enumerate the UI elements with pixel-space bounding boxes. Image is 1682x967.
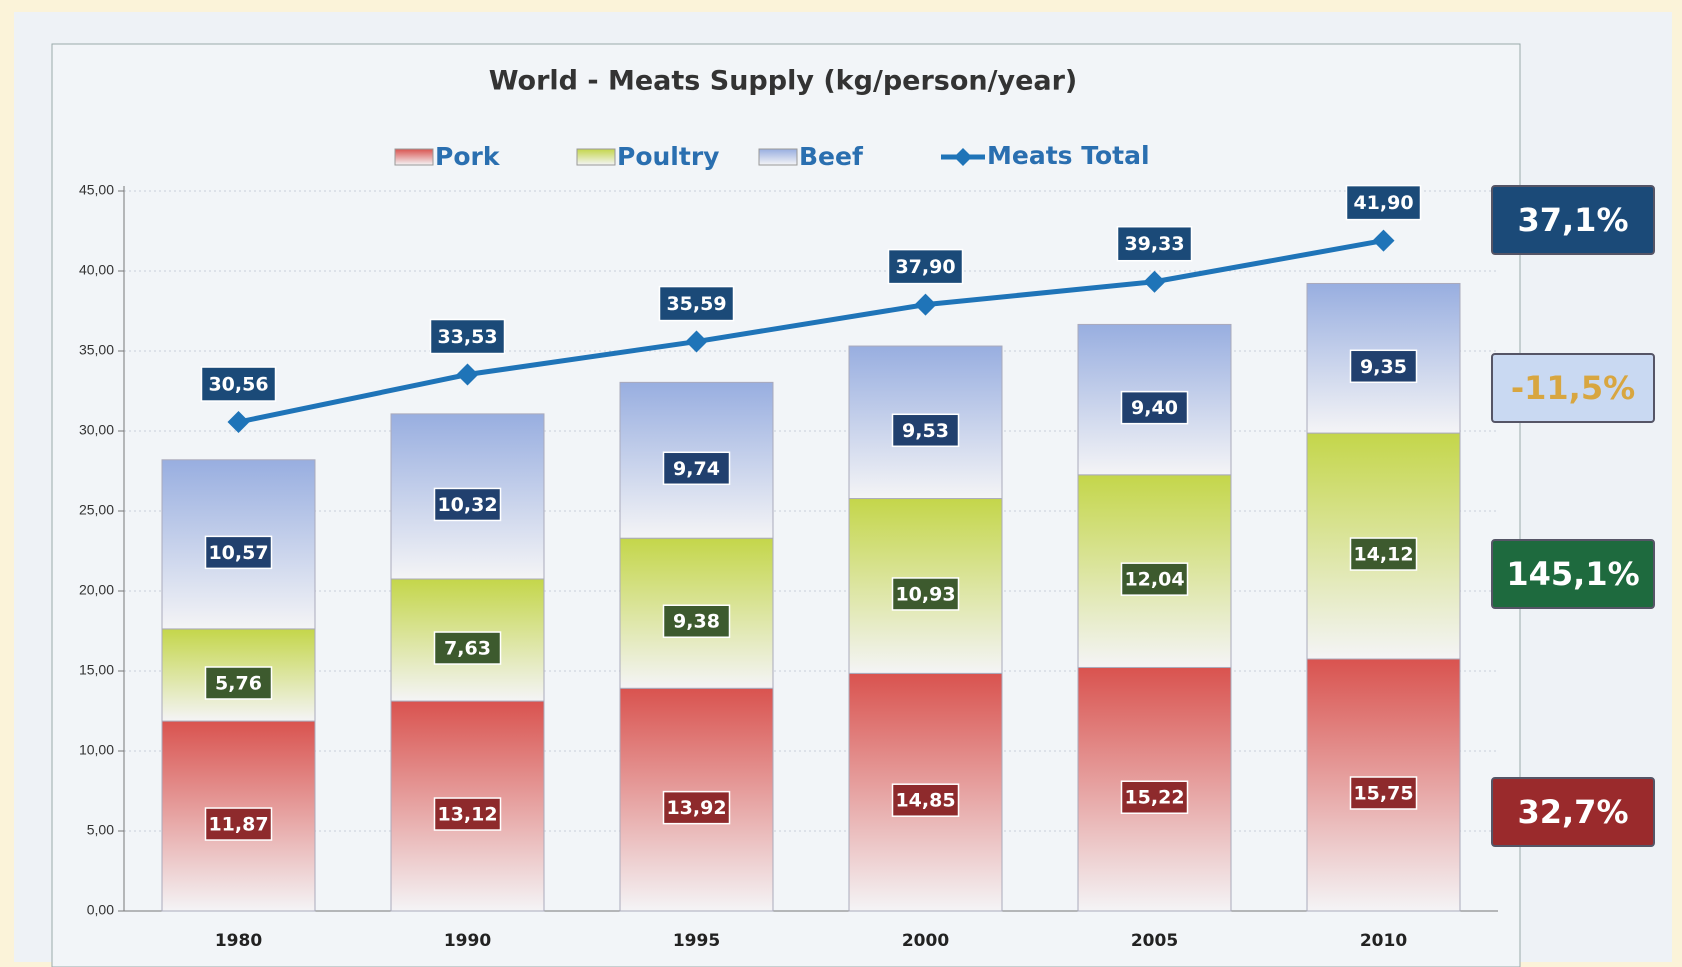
legend-label: Pork xyxy=(435,142,501,171)
data-label: 9,53 xyxy=(902,420,949,442)
data-label: 14,12 xyxy=(1353,544,1413,566)
annotation-box xyxy=(1491,539,1655,609)
data-label-box xyxy=(1349,349,1418,384)
data-label: 7,63 xyxy=(444,638,491,660)
y-tick-label: 35,00 xyxy=(79,342,114,358)
data-label-box xyxy=(1120,780,1189,814)
data-label: 13,92 xyxy=(666,797,726,819)
line-point xyxy=(227,411,250,434)
annotation-box xyxy=(1491,777,1655,847)
data-label-box xyxy=(429,318,506,355)
data-label-box xyxy=(204,535,273,570)
x-tick-label: 2000 xyxy=(902,931,949,951)
data-label: 5,76 xyxy=(215,673,262,695)
data-label: 15,75 xyxy=(1353,783,1413,805)
annotation: 37,1% xyxy=(1517,201,1628,239)
data-label-box xyxy=(1120,562,1189,596)
line-point xyxy=(685,330,708,353)
data-label: 13,12 xyxy=(437,804,497,826)
y-tick-label: 10,00 xyxy=(79,742,114,758)
legend-label: Beef xyxy=(799,142,864,171)
x-tick-label: 2010 xyxy=(1360,931,1407,951)
data-label-box xyxy=(1116,225,1193,262)
y-tick-label: 5,00 xyxy=(87,822,114,838)
data-label: 9,38 xyxy=(673,611,720,633)
data-label-box xyxy=(200,366,277,402)
legend-label: Meats Total xyxy=(987,141,1150,170)
y-tick-label: 15,00 xyxy=(79,662,114,678)
data-label: 15,22 xyxy=(1124,787,1184,809)
data-label: 11,87 xyxy=(208,814,268,836)
y-tick-label: 40,00 xyxy=(79,262,114,278)
x-tick-label: 1980 xyxy=(215,931,262,951)
data-label: 10,57 xyxy=(208,542,268,564)
data-label-box xyxy=(891,577,960,611)
data-label: 12,04 xyxy=(1124,569,1184,591)
y-tick-label: 0,00 xyxy=(87,902,114,918)
legend-swatch xyxy=(758,148,798,166)
x-tick-label: 1995 xyxy=(673,931,720,951)
legend-swatch xyxy=(954,148,972,166)
data-label-box xyxy=(1349,537,1418,571)
data-label-box xyxy=(204,807,273,841)
y-tick-label: 20,00 xyxy=(79,582,114,598)
line-point xyxy=(1372,229,1395,252)
data-label: 9,74 xyxy=(673,458,720,480)
line-point xyxy=(914,293,937,316)
data-label-box xyxy=(658,285,735,322)
data-label-box xyxy=(1345,184,1422,221)
data-label: 30,56 xyxy=(208,374,268,396)
data-label-box xyxy=(662,604,731,638)
data-label-box xyxy=(1349,776,1418,810)
data-label: 39,33 xyxy=(1124,233,1184,255)
annotation: 32,7% xyxy=(1517,793,1628,831)
data-label-box xyxy=(1120,390,1189,425)
data-label-box xyxy=(662,451,731,486)
annotation-box xyxy=(1491,353,1655,423)
data-label-box xyxy=(891,413,960,448)
data-label-box xyxy=(204,666,273,700)
data-label: 9,40 xyxy=(1131,397,1178,419)
line xyxy=(237,238,1384,425)
line-point xyxy=(456,363,479,386)
annotation-box xyxy=(1491,185,1655,255)
data-label-box xyxy=(887,248,964,285)
chart-title: World - Meats Supply (kg/person/year) xyxy=(489,66,1078,97)
x-tick-label: 2005 xyxy=(1131,931,1178,951)
x-tick-label: 1990 xyxy=(444,931,491,951)
y-tick-label: 25,00 xyxy=(79,502,114,518)
data-label-box xyxy=(433,631,502,665)
line-point xyxy=(1143,270,1166,293)
data-label-box xyxy=(433,487,502,522)
data-label-box xyxy=(662,790,731,825)
legend-label: Poultry xyxy=(617,142,719,171)
data-label: 41,90 xyxy=(1353,192,1413,214)
data-label: 10,32 xyxy=(437,494,497,516)
data-label-box xyxy=(433,797,502,831)
data-label: 33,53 xyxy=(437,326,497,348)
data-label: 37,90 xyxy=(895,256,955,278)
annotation: -11,5% xyxy=(1511,369,1635,407)
y-tick-label: 30,00 xyxy=(79,422,114,438)
y-tick-label: 45,00 xyxy=(79,182,114,198)
legend-swatch xyxy=(394,148,434,166)
annotation: 145,1% xyxy=(1506,555,1639,593)
data-label-box xyxy=(891,783,960,817)
data-label: 10,93 xyxy=(895,583,955,605)
data-label: 9,35 xyxy=(1360,356,1407,378)
legend-swatch xyxy=(576,148,616,166)
data-label: 35,59 xyxy=(666,293,726,315)
data-label: 14,85 xyxy=(895,790,955,812)
